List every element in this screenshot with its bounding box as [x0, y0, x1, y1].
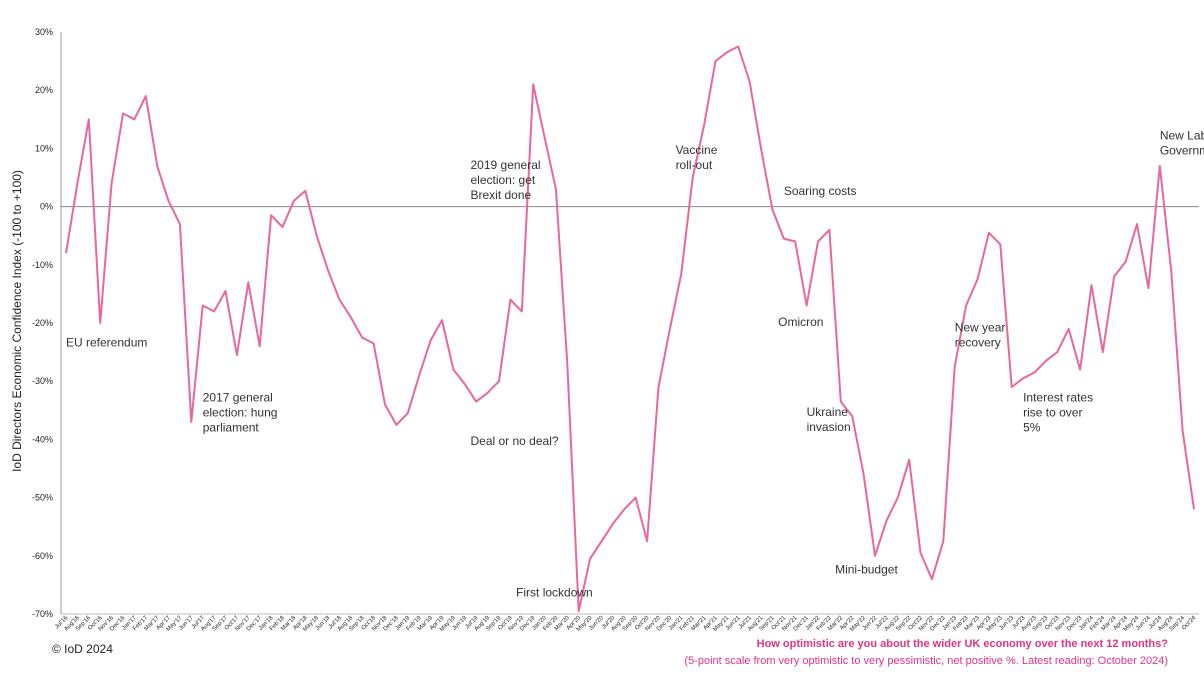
annotation: Deal or no deal? [470, 434, 558, 448]
annotation: Vaccine roll-out [676, 143, 718, 172]
annotation: 2019 general election: get Brexit done [470, 158, 540, 202]
y-tick-label: -50% [32, 493, 53, 503]
y-tick-label: -40% [32, 434, 53, 444]
survey-question: How optimistic are you about the wider U… [756, 638, 1168, 650]
chart-area: 30%20%10%0%-10%-20%-30%-40%-50%-60%-70% … [10, 27, 1204, 633]
series-line [65, 45, 1195, 613]
x-axis-ticks: Jul'16Aug'16Sep'16Oct'16Nov'16Dec'16Jan'… [54, 615, 1198, 633]
y-tick-label: 10% [35, 143, 53, 153]
y-tick-label: 30% [35, 27, 53, 37]
y-tick-label: 0% [40, 202, 53, 212]
y-tick-label: -20% [32, 318, 53, 328]
annotation: EU referendum [66, 335, 147, 349]
y-axis-ticks: 30% 20% 10% 0% -10% -20% -30% -40% -50% -60% -70% [32, 27, 53, 619]
y-tick-label: -60% [32, 551, 53, 561]
y-tick-label: -30% [32, 376, 53, 386]
annotation: Soaring costs [784, 184, 857, 198]
y-axis-label: IoD Directors Economic Confidence Index … [10, 170, 24, 472]
annotation: 2017 general election: hung parliament [203, 391, 278, 435]
y-tick-label: 20% [35, 85, 53, 95]
axes [60, 32, 1199, 615]
annotations: EU referendum 2017 general election: hung p… [66, 129, 1204, 600]
annotation: New LabourGovernment [1160, 129, 1204, 158]
annotation: Omicron [778, 315, 823, 329]
y-tick-label: -10% [32, 260, 53, 270]
copyright: © IoD 2024 [52, 642, 113, 656]
annotation: Mini-budget [835, 562, 898, 576]
y-tick-label: -70% [32, 609, 53, 619]
annotation: New year recovery [955, 321, 1006, 350]
annotation: First lockdown [516, 586, 593, 600]
annotation: Interest rates rise to over 5% [1023, 391, 1093, 435]
annotation: Ukraine invasion [807, 405, 851, 434]
survey-note: (5-point scale from very optimistic to v… [684, 655, 1168, 667]
